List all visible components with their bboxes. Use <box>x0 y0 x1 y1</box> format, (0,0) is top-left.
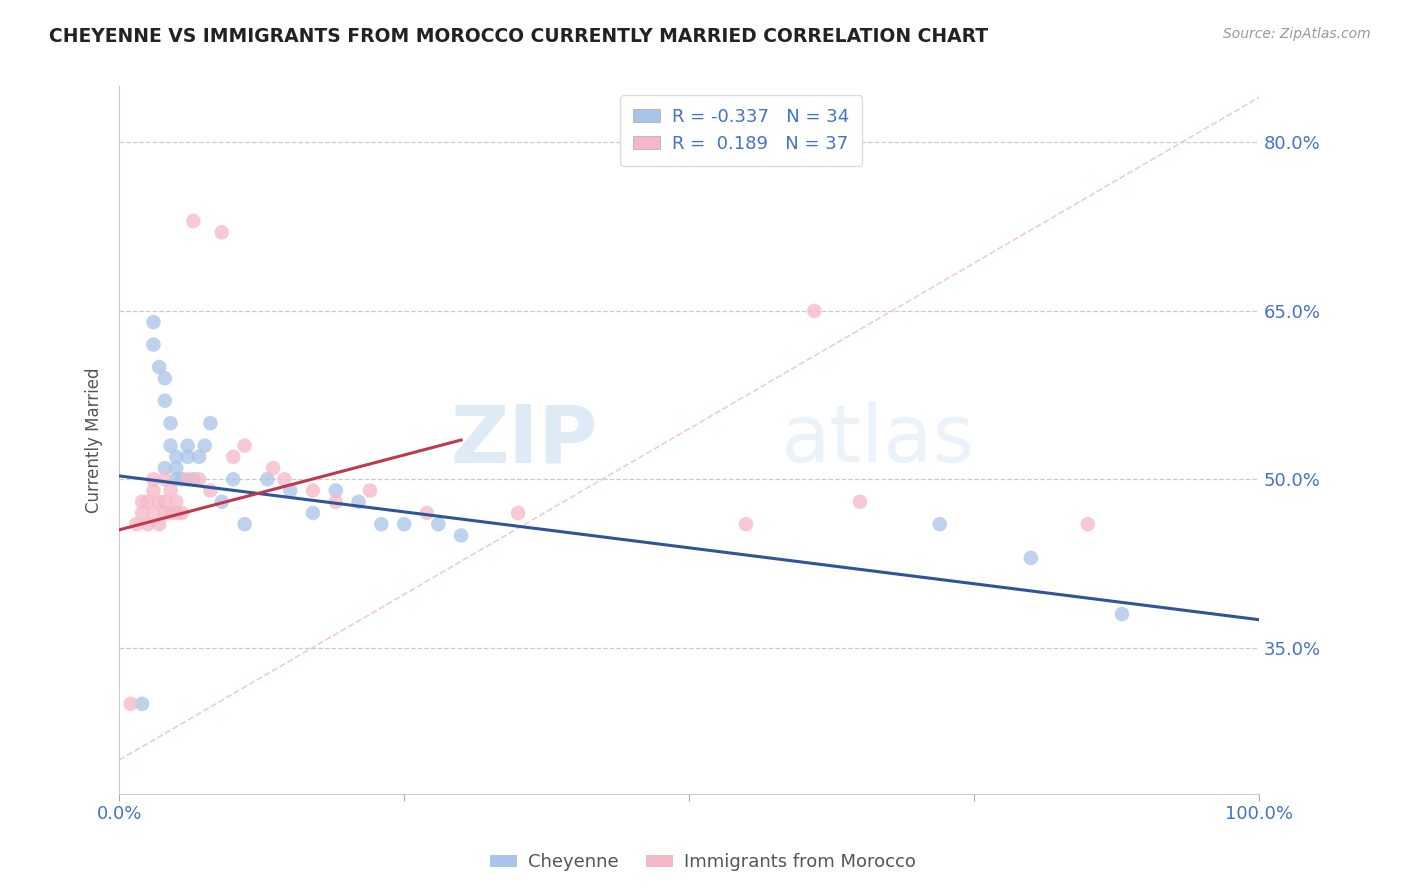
Point <box>188 450 211 464</box>
Point <box>928 517 950 532</box>
Point <box>176 450 198 464</box>
Point <box>131 495 153 509</box>
Point <box>427 517 450 532</box>
Point <box>125 517 148 532</box>
Point <box>222 450 245 464</box>
Point <box>183 214 205 228</box>
Text: Source: ZipAtlas.com: Source: ZipAtlas.com <box>1223 27 1371 41</box>
Point <box>200 416 222 430</box>
Point <box>148 517 170 532</box>
Point <box>165 461 187 475</box>
Point <box>176 439 198 453</box>
Point <box>142 483 165 498</box>
Text: CHEYENNE VS IMMIGRANTS FROM MOROCCO CURRENTLY MARRIED CORRELATION CHART: CHEYENNE VS IMMIGRANTS FROM MOROCCO CURR… <box>49 27 988 45</box>
Point <box>153 506 176 520</box>
Point <box>347 495 370 509</box>
Point <box>153 461 176 475</box>
Point <box>153 371 176 385</box>
Point <box>1111 607 1133 621</box>
Point <box>131 697 153 711</box>
Point <box>273 472 295 486</box>
Point <box>1019 550 1042 565</box>
Point <box>142 315 165 329</box>
Point <box>1077 517 1099 532</box>
Point <box>170 472 193 486</box>
Point <box>170 506 193 520</box>
Text: atlas: atlas <box>780 401 974 479</box>
Point <box>136 517 159 532</box>
Point <box>165 495 187 509</box>
Legend: R = -0.337   N = 34, R =  0.189   N = 37: R = -0.337 N = 34, R = 0.189 N = 37 <box>620 95 862 166</box>
Point <box>450 528 472 542</box>
Point <box>416 506 439 520</box>
Point <box>194 439 217 453</box>
Point <box>183 472 205 486</box>
Point <box>506 506 529 520</box>
Point <box>370 517 392 532</box>
Point <box>165 450 187 464</box>
Legend: Cheyenne, Immigrants from Morocco: Cheyenne, Immigrants from Morocco <box>484 847 922 879</box>
Y-axis label: Currently Married: Currently Married <box>86 368 103 513</box>
Point <box>302 483 325 498</box>
Point <box>136 495 159 509</box>
Point <box>165 472 187 486</box>
Point <box>222 472 245 486</box>
Point <box>148 359 170 374</box>
Point <box>142 472 165 486</box>
Point <box>803 304 825 318</box>
Point <box>142 506 165 520</box>
Point <box>165 506 187 520</box>
Point <box>176 472 198 486</box>
Point <box>153 495 176 509</box>
Point <box>159 439 181 453</box>
Point <box>256 472 278 486</box>
Point <box>200 483 222 498</box>
Point <box>211 225 233 239</box>
Point <box>211 495 233 509</box>
Point <box>159 506 181 520</box>
Point <box>233 439 256 453</box>
Point <box>148 495 170 509</box>
Point <box>735 517 758 532</box>
Point <box>359 483 381 498</box>
Point <box>262 461 284 475</box>
Point <box>233 517 256 532</box>
Point <box>325 483 347 498</box>
Text: ZIP: ZIP <box>450 401 598 479</box>
Point <box>392 517 415 532</box>
Point <box>188 472 211 486</box>
Point <box>120 697 142 711</box>
Point <box>302 506 325 520</box>
Point <box>131 506 153 520</box>
Point <box>278 483 301 498</box>
Point <box>142 337 165 351</box>
Point <box>159 416 181 430</box>
Point <box>153 393 176 408</box>
Point <box>159 483 181 498</box>
Point <box>153 472 176 486</box>
Point <box>325 495 347 509</box>
Point <box>849 495 872 509</box>
